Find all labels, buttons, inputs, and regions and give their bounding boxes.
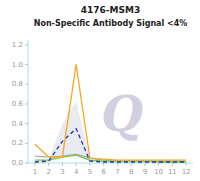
x-tick-label: 10 [154,168,163,176]
x-tick-label: 2 [46,168,50,176]
x-tick [48,163,49,166]
y-tick-label: 0.6 [12,100,24,108]
x-tick-label: 11 [168,168,177,176]
y-tick [25,64,28,65]
x-tick-label: 3 [60,168,64,176]
y-tick [25,123,28,124]
y-tick-label: 0.0 [12,159,23,167]
x-tick [186,163,187,166]
x-tick-label: 9 [143,168,147,176]
plot-area [35,65,186,163]
y-tick [25,84,28,85]
title: 4176-MSM3 [81,5,140,15]
y-tick-label: 1.0 [12,61,23,69]
subtitle: Non-Specific Antibody Signal <4% [34,19,188,28]
y-tick-label: 0.8 [12,80,23,88]
y-tick-label: 0.2 [12,139,23,147]
line [35,65,186,160]
y-axis-line [28,40,29,163]
line [35,155,186,162]
x-tick [103,163,104,166]
x-tick [62,163,63,166]
x-tick [172,163,173,166]
x-tick-label: 5 [88,168,92,176]
x-tick [158,163,159,166]
x-tick [117,163,118,166]
x-tick-label: 7 [115,168,119,176]
y-tick-label: 1.2 [12,41,23,49]
x-tick-label: 1 [33,168,37,176]
y-tick [25,44,28,45]
x-tick [76,163,77,166]
x-tick-label: 12 [182,168,191,176]
x-tick [34,163,35,166]
x-tick [131,163,132,166]
x-tick [144,163,145,166]
watermark: Q [101,86,143,142]
band [35,101,186,163]
x-tick-label: 8 [129,168,133,176]
x-tick-label: 4 [74,168,79,176]
y-tick [25,163,28,164]
y-tick [25,143,28,144]
y-tick [25,103,28,104]
x-tick [89,163,90,166]
chart: 4176-MSM3 Non-Specific Antibody Signal <4… [0,0,200,181]
y-tick-label: 0.4 [12,120,24,128]
x-tick-label: 6 [101,168,106,176]
